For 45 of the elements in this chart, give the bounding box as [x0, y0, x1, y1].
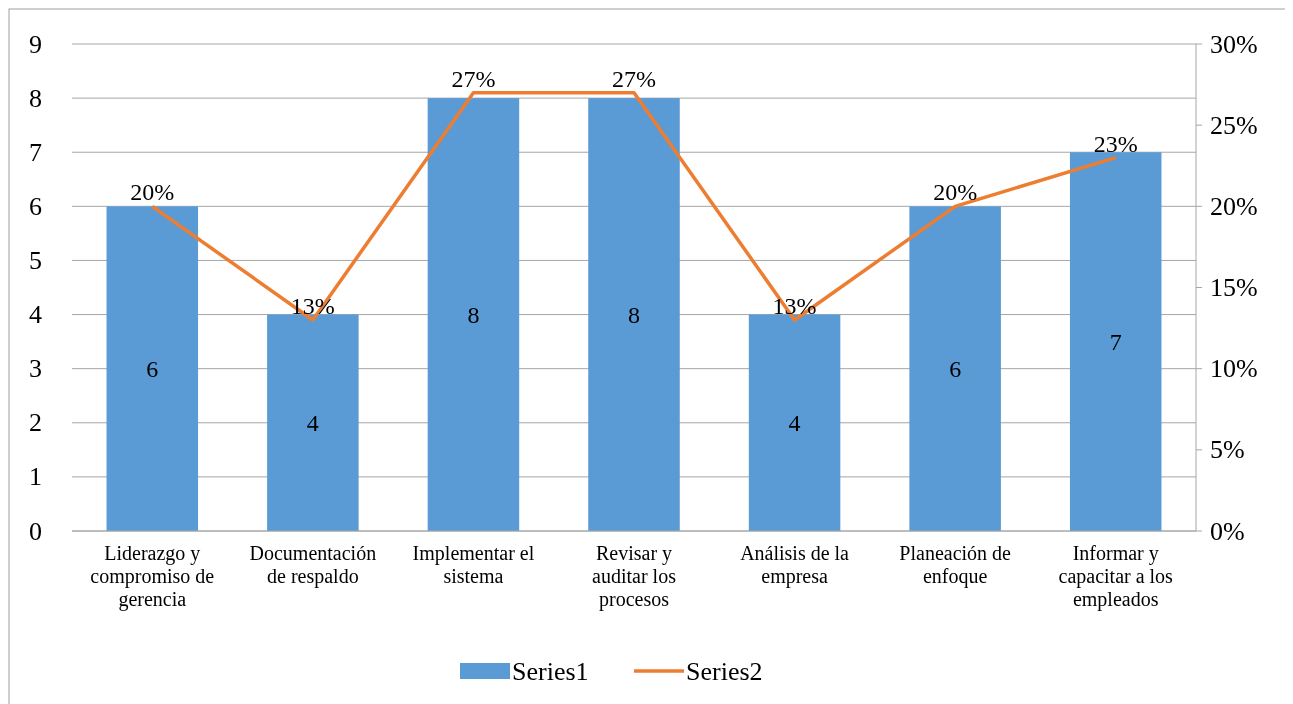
bar — [267, 314, 359, 531]
y2-tick-label: 10% — [1210, 354, 1258, 384]
data-label: 8 — [628, 301, 640, 328]
data-label: 4 — [306, 409, 319, 436]
y2-tick-label: 5% — [1210, 435, 1245, 465]
y2-tick-label: 20% — [1210, 191, 1258, 221]
x-tick-label: Documentación de respaldo — [249, 542, 377, 588]
x-tick-label: Revisar y auditar los procesos — [592, 542, 677, 611]
y2-tick-label: 0% — [1210, 516, 1245, 546]
bar — [106, 206, 199, 531]
y-tick-label: 8 — [29, 83, 42, 113]
data-label: 6 — [146, 355, 159, 382]
y-tick-label: 6 — [29, 191, 42, 221]
y-tick-label: 3 — [29, 354, 42, 384]
y-tick-label: 4 — [29, 300, 42, 330]
x-tick-label: Análisis de la empresa — [740, 542, 850, 588]
y-tick-label: 2 — [29, 408, 42, 438]
bar — [748, 314, 841, 531]
y-tick-label: 9 — [29, 29, 42, 59]
y-tick-label: 7 — [29, 137, 42, 167]
data-label: 27% — [612, 65, 656, 92]
bar — [427, 98, 520, 531]
legend-label: Series1 — [512, 656, 589, 686]
data-label: 20% — [933, 179, 978, 206]
x-tick-label: Implementar el sistema — [412, 542, 535, 587]
data-label: 8 — [467, 301, 480, 328]
x-tick-label: Informar y capacitar a los empleados — [1058, 542, 1174, 611]
data-label: 20% — [130, 179, 175, 206]
y-tick-label: 5 — [29, 245, 42, 275]
x-tick-label: Planeación de enfoque — [899, 542, 1012, 588]
y2-tick-label: 25% — [1210, 110, 1258, 140]
y-tick-label: 0 — [29, 516, 42, 546]
data-label: 6 — [949, 355, 962, 382]
y-tick-label: 1 — [29, 462, 42, 492]
data-label: 23% — [1093, 130, 1138, 157]
bar — [588, 98, 680, 531]
y2-tick-label: 30% — [1210, 29, 1258, 59]
data-label: 7 — [1109, 328, 1122, 355]
bar — [909, 206, 1001, 531]
data-label: 27% — [451, 65, 496, 92]
legend-label: Series2 — [686, 656, 763, 686]
x-tick-label: Liderazgo y compromiso de gerencia — [90, 542, 215, 611]
y2-tick-label: 15% — [1210, 273, 1258, 302]
data-label: 4 — [788, 409, 801, 436]
bar — [1069, 152, 1162, 531]
